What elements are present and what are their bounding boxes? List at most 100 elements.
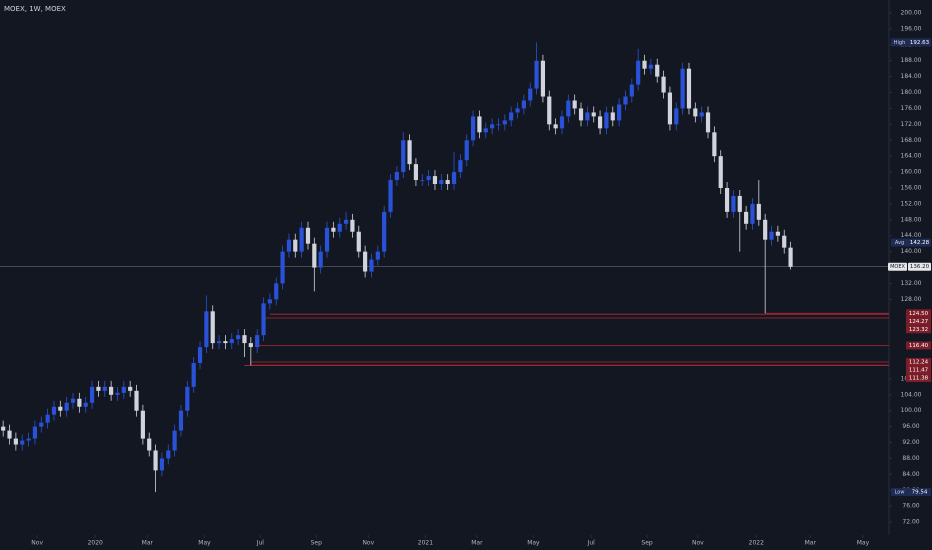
candle-body (674, 108, 679, 125)
candle-body (185, 386, 190, 411)
candle-body (547, 96, 552, 125)
candle-body (210, 311, 215, 344)
x-tick-label: Jul (256, 540, 265, 547)
y-tick-label: 132.00 (901, 280, 922, 287)
candle-body (496, 124, 501, 126)
candle-body (642, 60, 647, 69)
candle-body (591, 112, 596, 117)
candle-body (255, 335, 260, 348)
y-tick-label: 152.00 (901, 200, 922, 207)
candle-body (51, 406, 57, 415)
candle-body (96, 386, 101, 391)
y-tick-label: 168.00 (901, 137, 922, 144)
level-tag (906, 309, 931, 318)
candle-body (324, 227, 330, 252)
y-tick-label: 128.00 (901, 296, 922, 303)
chart-title: MOEX, 1W, MOEX (4, 5, 66, 13)
candle-body (280, 251, 285, 284)
y-tick-label: 72.00 (902, 519, 919, 526)
candle-body (191, 362, 196, 387)
candle-body (553, 124, 558, 129)
stat-name-tag (891, 488, 908, 497)
candle-body (483, 128, 488, 133)
candle-body (172, 430, 177, 451)
candle-body (20, 440, 25, 445)
candle-body (115, 392, 120, 395)
x-tick-label: 2020 (88, 540, 103, 547)
candle-body (166, 450, 171, 459)
last-name: MOEX (890, 264, 905, 270)
candle-body (248, 343, 253, 348)
candle-body (39, 422, 44, 427)
candle-body (451, 172, 457, 185)
level-value: 124.50 (909, 311, 929, 317)
stat-value: 79.54 (912, 490, 928, 496)
candle-body (502, 120, 507, 125)
candle-body (109, 386, 114, 395)
candle-body (204, 311, 209, 348)
candle-body (636, 60, 641, 85)
candle-body (432, 176, 438, 185)
candle-body (356, 231, 361, 252)
x-tick-label: Jul (587, 540, 596, 547)
level-value: 111.47 (909, 368, 929, 374)
candle-body (712, 132, 717, 157)
candle-body (515, 108, 520, 113)
candle-body (769, 231, 774, 240)
y-tick-label: 176.00 (901, 105, 922, 112)
candle-body (32, 426, 38, 439)
candle-body (521, 100, 526, 109)
level-value: 124.27 (909, 319, 929, 325)
candle-body (407, 140, 412, 165)
stat-name: Low (895, 490, 905, 496)
candle-body (286, 239, 292, 252)
y-tick-label: 200.00 (901, 10, 922, 17)
candle-body (426, 176, 431, 181)
candle-body (388, 180, 393, 212)
y-tick-label: 160.00 (901, 169, 922, 176)
x-tick-label: May (198, 540, 211, 547)
level-tag (906, 325, 931, 334)
candle-body (382, 211, 387, 252)
x-tick-label: 2022 (749, 540, 764, 547)
candle-body (718, 156, 723, 188)
candle-body (140, 410, 145, 439)
candle-body (788, 247, 793, 267)
y-tick-label: 156.00 (901, 184, 922, 191)
candle-body (744, 211, 749, 224)
candle-body (261, 303, 266, 336)
candle-body (667, 92, 673, 125)
candle-body (128, 386, 133, 391)
candle-body (1, 426, 6, 431)
last-value: 136.20 (910, 264, 930, 270)
candle-body (686, 68, 692, 109)
candle-body (45, 414, 50, 423)
candle-body (7, 430, 12, 439)
candle-body (242, 335, 247, 344)
stat-value: 142.28 (910, 240, 930, 246)
stat-value: 192.63 (910, 40, 930, 46)
y-tick-label: 84.00 (902, 471, 919, 478)
candle-body (274, 283, 279, 300)
candle-body (572, 100, 577, 109)
candle-body (318, 251, 323, 268)
y-tick-label: 172.00 (901, 121, 922, 128)
x-tick-label: Sep (641, 540, 653, 547)
candle-body (159, 458, 165, 471)
candle-body (89, 386, 95, 403)
candle-body (528, 88, 533, 101)
candle-body (566, 100, 571, 117)
stat-name: High (894, 40, 906, 46)
level-tag (906, 366, 931, 375)
candle-body (223, 341, 228, 344)
candle-body (350, 219, 355, 232)
candle-body (737, 195, 742, 212)
candle-body (534, 60, 539, 89)
candle-body (134, 390, 139, 411)
x-tick-label: Nov (362, 540, 374, 547)
candle-body (369, 259, 374, 272)
candle-body (13, 438, 18, 445)
y-tick-label: 148.00 (901, 216, 922, 223)
candle-body (178, 410, 184, 431)
